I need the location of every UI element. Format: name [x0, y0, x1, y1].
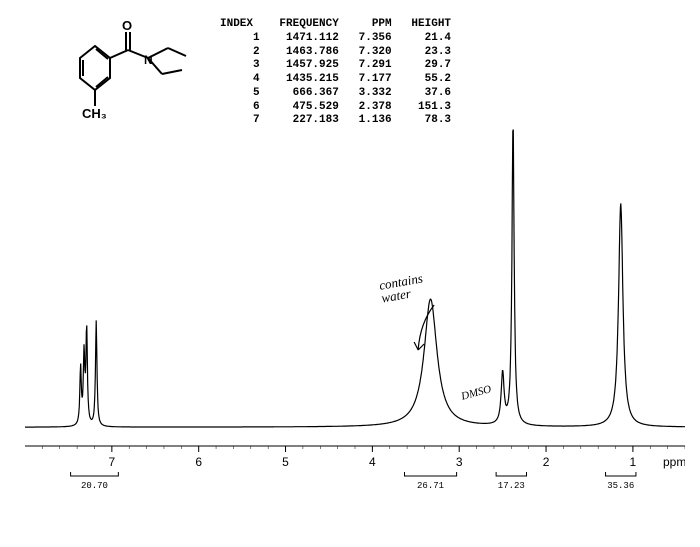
x-tick-label: 6 [195, 455, 202, 469]
integral-bracket [496, 472, 526, 476]
molecule-structure: O N CH₃ [50, 18, 200, 128]
integral-bracket [71, 472, 119, 476]
x-tick-label: 2 [543, 455, 550, 469]
x-tick-label: 7 [108, 455, 115, 469]
nmr-spectrum: 7 6 5 4 3 2 1 ppm 20.70 26.71 17.23 35.36 [25, 120, 685, 490]
x-tick-label: 3 [456, 455, 463, 469]
integral-value: 35.36 [607, 481, 634, 490]
methyl-label: CH₃ [82, 106, 107, 121]
integral-bracket [405, 472, 457, 476]
annotation-arrow [414, 305, 434, 350]
peak-table: INDEX FREQUENCY PPM HEIGHT 1 1471.112 7.… [220, 18, 451, 128]
integral-value: 17.23 [498, 481, 525, 490]
integral-bracket [606, 472, 636, 476]
spectrum-trace [25, 130, 685, 428]
carbonyl-o-label: O [122, 18, 132, 33]
x-tick-label: 5 [282, 455, 289, 469]
x-tick-label: 1 [630, 455, 637, 469]
x-tick-label: 4 [369, 455, 376, 469]
amide-n-label: N [144, 53, 153, 67]
integral-value: 20.70 [81, 481, 108, 490]
x-axis-label: ppm [663, 455, 685, 469]
integral-value: 26.71 [417, 481, 444, 490]
